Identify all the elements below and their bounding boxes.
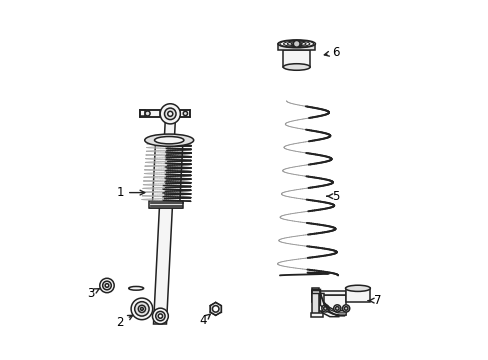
Polygon shape bbox=[345, 288, 369, 302]
Ellipse shape bbox=[128, 287, 143, 290]
Text: 7: 7 bbox=[367, 294, 381, 307]
Circle shape bbox=[102, 281, 111, 290]
Circle shape bbox=[134, 302, 149, 316]
Polygon shape bbox=[311, 289, 346, 315]
Ellipse shape bbox=[277, 40, 315, 48]
Circle shape bbox=[333, 305, 340, 312]
Ellipse shape bbox=[144, 134, 193, 146]
Polygon shape bbox=[210, 302, 221, 315]
Polygon shape bbox=[283, 50, 309, 67]
Circle shape bbox=[158, 314, 162, 318]
Text: 6: 6 bbox=[324, 46, 339, 59]
Polygon shape bbox=[164, 121, 175, 142]
Circle shape bbox=[212, 306, 219, 312]
Circle shape bbox=[342, 305, 349, 312]
Circle shape bbox=[140, 307, 143, 310]
Circle shape bbox=[105, 284, 108, 287]
Circle shape bbox=[344, 307, 347, 310]
Polygon shape bbox=[311, 288, 318, 302]
Circle shape bbox=[321, 305, 328, 312]
Circle shape bbox=[183, 111, 187, 116]
Polygon shape bbox=[140, 109, 145, 116]
Text: 4: 4 bbox=[199, 314, 210, 327]
Ellipse shape bbox=[345, 285, 369, 292]
Polygon shape bbox=[310, 313, 322, 318]
Polygon shape bbox=[277, 44, 315, 50]
Text: 1: 1 bbox=[116, 186, 144, 199]
Circle shape bbox=[152, 308, 168, 324]
Circle shape bbox=[100, 278, 114, 293]
Polygon shape bbox=[148, 201, 183, 208]
Circle shape bbox=[145, 111, 150, 116]
Text: 2: 2 bbox=[116, 315, 132, 329]
Polygon shape bbox=[311, 292, 338, 317]
Text: 5: 5 bbox=[326, 190, 339, 203]
Circle shape bbox=[131, 298, 152, 320]
Circle shape bbox=[167, 111, 172, 116]
Polygon shape bbox=[180, 109, 190, 117]
Polygon shape bbox=[311, 291, 346, 295]
Polygon shape bbox=[311, 291, 318, 315]
Circle shape bbox=[335, 307, 338, 310]
Circle shape bbox=[155, 311, 165, 321]
Polygon shape bbox=[153, 206, 172, 324]
Circle shape bbox=[138, 305, 145, 312]
Ellipse shape bbox=[283, 64, 309, 70]
Circle shape bbox=[160, 104, 180, 124]
Circle shape bbox=[293, 40, 300, 47]
Ellipse shape bbox=[154, 136, 183, 144]
Polygon shape bbox=[152, 144, 183, 206]
Polygon shape bbox=[318, 295, 346, 311]
Text: 3: 3 bbox=[86, 287, 100, 300]
Polygon shape bbox=[140, 110, 160, 117]
Circle shape bbox=[164, 108, 176, 120]
Circle shape bbox=[323, 307, 326, 310]
